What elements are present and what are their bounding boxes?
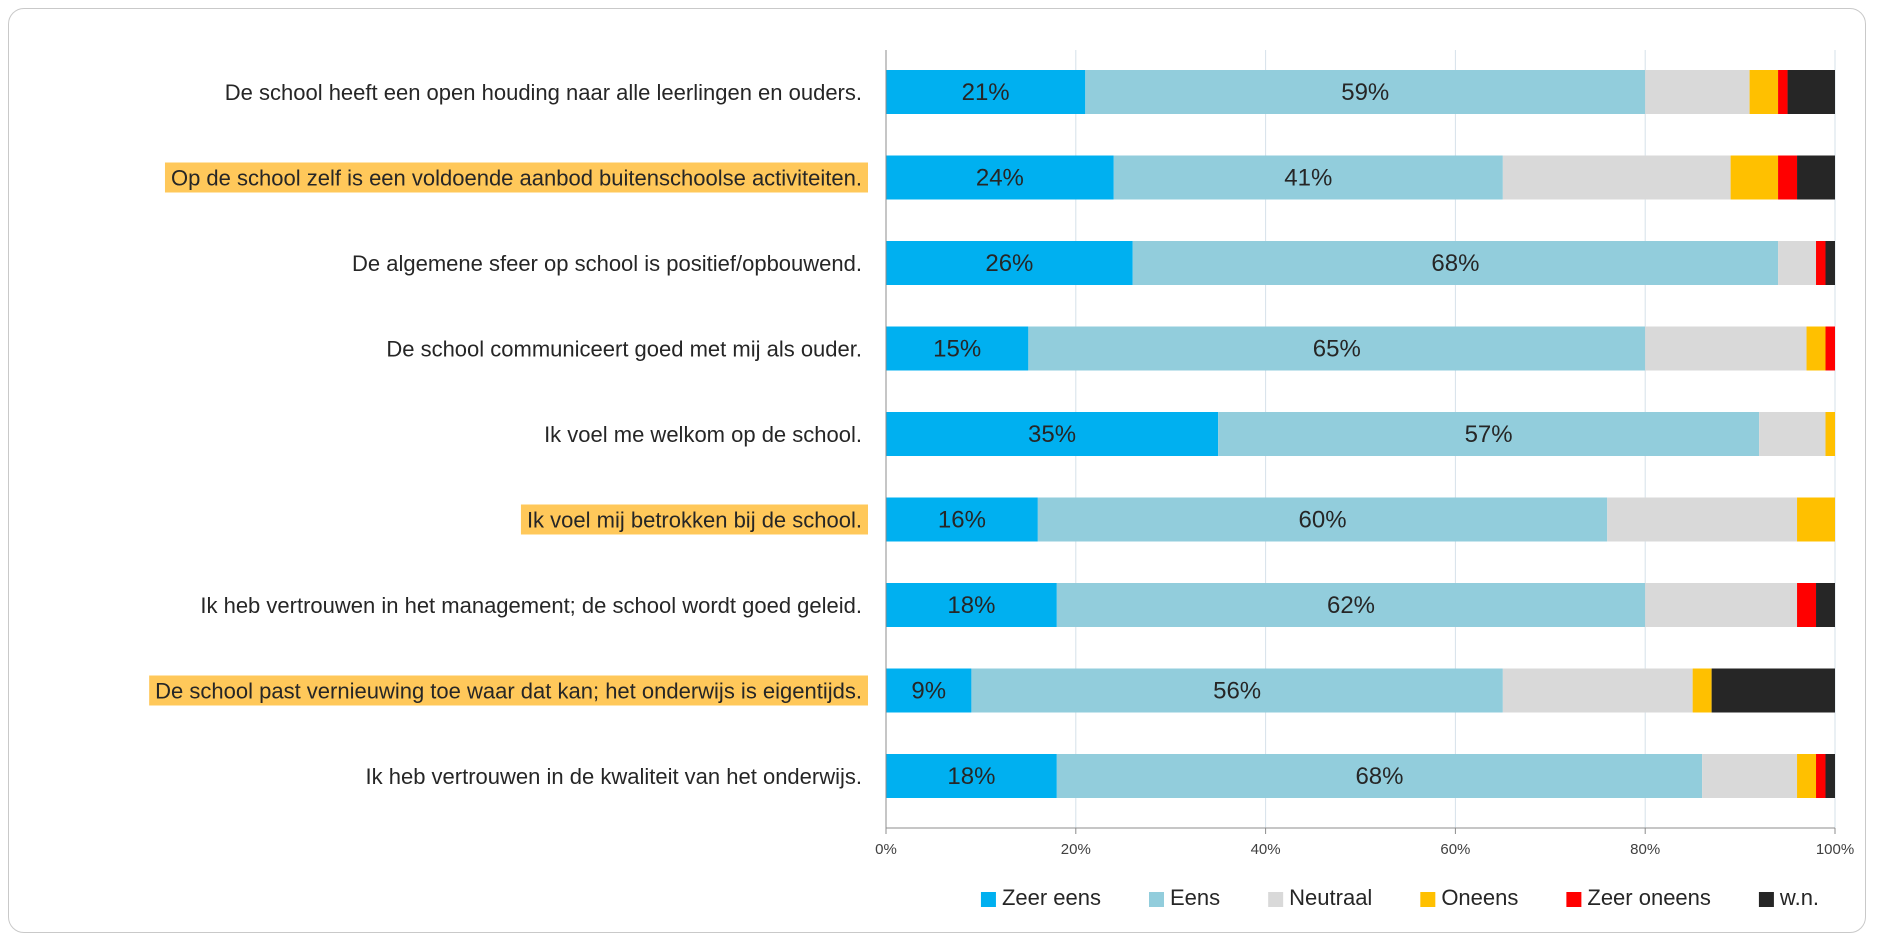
legend-label: w.n. — [1779, 885, 1819, 910]
bar-segment — [1607, 497, 1798, 542]
bar-segment — [1085, 70, 1646, 114]
bars-layer: 21% 59% 24% 41% 26% 68% 15% 65% 35% 57% 16% 60% 18% 6… — [886, 70, 1835, 798]
bar-segment — [886, 668, 972, 713]
x-tick-label: 20% — [1061, 841, 1091, 858]
legend-label: Zeer eens — [1002, 885, 1101, 910]
bar-segment — [1797, 583, 1817, 627]
data-label: 18% — [947, 592, 995, 619]
bar-segment — [1825, 241, 1835, 285]
bar-segment — [1816, 754, 1826, 798]
category-label: Ik heb vertrouwen in het management; de … — [200, 593, 862, 618]
data-label: 41% — [1284, 165, 1332, 192]
bar-segment — [1797, 155, 1835, 200]
category-label: De algemene sfeer op school is positief/… — [352, 251, 862, 276]
legend-swatch — [1566, 892, 1582, 907]
bar-segment — [1711, 668, 1835, 713]
bar-segment — [1816, 583, 1835, 627]
category-highlight — [149, 675, 868, 706]
bar-segment — [1806, 326, 1826, 371]
legend-label: Zeer oneens — [1587, 885, 1711, 910]
legend-label: Eens — [1170, 885, 1220, 910]
bar-segment — [1825, 326, 1835, 371]
bar-segment — [1797, 754, 1817, 798]
bar-segment — [886, 241, 1133, 285]
bar-segment — [1787, 70, 1835, 114]
category-label: Ik heb vertrouwen in de kwaliteit van he… — [366, 764, 862, 789]
legend-swatch — [1268, 892, 1284, 907]
data-label: 26% — [985, 250, 1033, 277]
bar-segment — [1749, 70, 1779, 114]
bar-segment — [1702, 754, 1798, 798]
data-label: 57% — [1465, 421, 1513, 448]
bar-segment — [886, 326, 1029, 371]
bar-segment — [1218, 412, 1760, 456]
data-label: 18% — [947, 763, 995, 790]
data-label: 59% — [1341, 79, 1389, 106]
category-label: Ik voel mij betrokken bij de school. — [527, 508, 862, 533]
bar-segment — [1132, 241, 1779, 285]
x-tick-label: 100% — [1816, 841, 1854, 858]
legend-swatch — [1149, 892, 1165, 907]
data-label: 65% — [1313, 336, 1361, 363]
bar-segment — [1825, 412, 1835, 456]
category-highlight — [520, 504, 868, 535]
bar-segment — [1816, 241, 1826, 285]
data-label: 35% — [1028, 421, 1076, 448]
category-label: De school communiceert goed met mij als … — [386, 337, 862, 362]
bar-segment — [1778, 70, 1788, 114]
data-label: 56% — [1213, 678, 1261, 705]
bar-segment — [1778, 155, 1798, 200]
bar-segment — [1502, 155, 1731, 200]
category-label: De school heeft een open houding naar al… — [225, 80, 862, 105]
bar-segment — [1759, 412, 1826, 456]
bar-segment — [1113, 155, 1503, 200]
category-label: Op de school zelf is een voldoende aanbo… — [171, 166, 862, 191]
bar-segment — [1645, 70, 1750, 114]
data-label: 24% — [976, 165, 1024, 192]
data-label: 68% — [1355, 763, 1403, 790]
bar-segment — [1692, 668, 1712, 713]
bar-segment — [886, 70, 1086, 114]
labels-layer: De school heeft een open houding naar al… — [149, 80, 868, 789]
bar-segment — [1730, 155, 1779, 200]
bar-segment — [886, 155, 1114, 200]
bar-segment — [1028, 326, 1646, 371]
bar-segment — [886, 754, 1057, 798]
data-label: 60% — [1299, 507, 1347, 534]
data-label: 62% — [1327, 592, 1375, 619]
legend-swatch — [980, 892, 996, 907]
bar-segment — [1056, 754, 1703, 798]
legend-swatch — [1758, 892, 1774, 907]
legend-swatch — [1420, 892, 1436, 907]
x-tick-label: 0% — [875, 841, 897, 858]
bar-segment — [1797, 497, 1835, 542]
category-label: Ik voel me welkom op de school. — [544, 422, 862, 447]
x-tick-label: 40% — [1251, 841, 1281, 858]
bar-segment — [886, 497, 1038, 542]
data-label: 21% — [962, 79, 1010, 106]
data-label: 68% — [1431, 250, 1479, 277]
bar-segment — [1645, 326, 1807, 371]
bar-segment — [1502, 668, 1693, 713]
bar-segment — [1778, 241, 1817, 285]
bar-segment — [1645, 583, 1798, 627]
data-label: 9% — [911, 678, 946, 705]
axis-layer: 0% 20% 40% 60% 80% 100% — [875, 50, 1854, 858]
bar-segment — [886, 583, 1057, 627]
category-highlight — [164, 162, 868, 193]
x-tick-label: 60% — [1440, 841, 1470, 858]
bar-segment — [1056, 583, 1646, 627]
x-tick-label: 80% — [1630, 841, 1660, 858]
legend-label: Oneens — [1441, 885, 1518, 910]
bar-segment — [971, 668, 1503, 713]
bar-segment — [886, 412, 1219, 456]
legend-label: Neutraal — [1289, 885, 1372, 910]
category-label: De school past vernieuwing toe waar dat … — [155, 679, 862, 704]
bar-segment — [1825, 754, 1835, 798]
legend-layer: Zeer eens Eens Neutraal Oneens Zeer oneens w.… — [980, 885, 1819, 910]
bar-segment — [1037, 497, 1608, 542]
data-label: 16% — [938, 507, 986, 534]
data-label: 15% — [933, 336, 981, 363]
